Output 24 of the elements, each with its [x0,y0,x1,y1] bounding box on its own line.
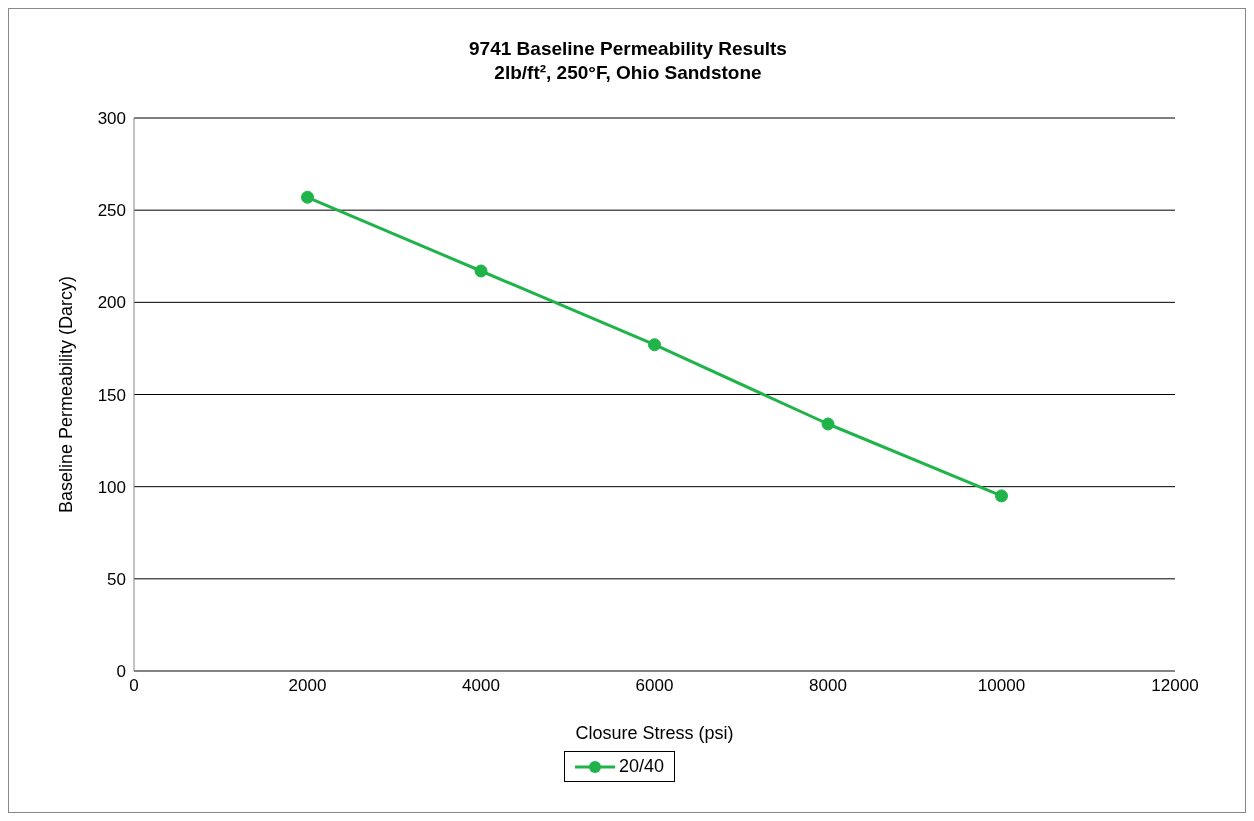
x-tick-label: 2000 [288,676,327,696]
point [301,190,314,204]
x-tick-label: 4000 [462,676,500,696]
y-axis-title: Baseline Permeability (Darcy) [56,275,77,514]
y-tick-label: 200 [97,293,126,313]
y-tick-label: 50 [107,569,126,589]
point [995,489,1008,503]
chart-subtitle: 2lb/ft², 250°F, Ohio Sandstone [493,61,763,85]
chart-title: 9741 Baseline Permeability Results [468,37,788,61]
y-tick-label: 0 [116,662,126,682]
y-tick-label: 150 [97,385,126,405]
point [474,264,488,278]
x-tick-label: 8000 [809,676,847,696]
point [821,417,835,431]
point [648,338,661,352]
y-tick-label: 250 [97,201,126,221]
y-tick-label: 100 [97,477,126,497]
x-tick-label: 10000 [977,676,1026,696]
legend-label: 20/40 [617,756,665,777]
y-tick-label: 300 [97,109,126,129]
x-tick-label: 0 [129,676,139,696]
x-tick-label: 12000 [1151,676,1199,696]
x-tick-label: 6000 [635,676,674,696]
x-axis-title: Closure Stress (psi) [575,723,734,743]
